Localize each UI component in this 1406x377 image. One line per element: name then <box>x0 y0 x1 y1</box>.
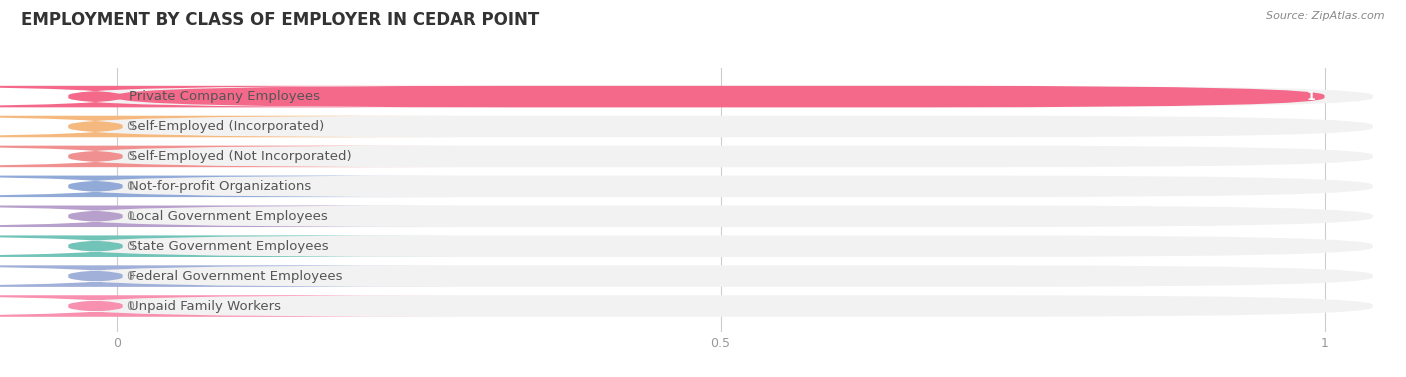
FancyBboxPatch shape <box>0 205 456 227</box>
Text: 0: 0 <box>127 120 135 133</box>
Text: Private Company Employees: Private Company Employees <box>129 90 319 103</box>
Text: 1: 1 <box>1306 90 1315 103</box>
Text: Federal Government Employees: Federal Government Employees <box>129 270 342 283</box>
Text: Self-Employed (Incorporated): Self-Employed (Incorporated) <box>129 120 323 133</box>
Text: Self-Employed (Not Incorporated): Self-Employed (Not Incorporated) <box>129 150 352 163</box>
Text: State Government Employees: State Government Employees <box>129 240 329 253</box>
FancyBboxPatch shape <box>0 146 456 167</box>
FancyBboxPatch shape <box>117 86 1324 107</box>
FancyBboxPatch shape <box>0 295 456 317</box>
Text: 0: 0 <box>127 180 135 193</box>
Text: 0: 0 <box>127 270 135 283</box>
Text: Local Government Employees: Local Government Employees <box>129 210 328 223</box>
Text: 0: 0 <box>127 300 135 313</box>
Text: Not-for-profit Organizations: Not-for-profit Organizations <box>129 180 311 193</box>
FancyBboxPatch shape <box>0 265 456 287</box>
FancyBboxPatch shape <box>69 86 1372 107</box>
Text: 0: 0 <box>127 150 135 163</box>
FancyBboxPatch shape <box>69 116 1372 137</box>
FancyBboxPatch shape <box>69 176 1372 197</box>
FancyBboxPatch shape <box>69 146 1372 167</box>
Text: 0: 0 <box>127 240 135 253</box>
Text: 0: 0 <box>127 210 135 223</box>
Text: Source: ZipAtlas.com: Source: ZipAtlas.com <box>1267 11 1385 21</box>
FancyBboxPatch shape <box>0 176 456 197</box>
Text: EMPLOYMENT BY CLASS OF EMPLOYER IN CEDAR POINT: EMPLOYMENT BY CLASS OF EMPLOYER IN CEDAR… <box>21 11 540 29</box>
FancyBboxPatch shape <box>69 295 1372 317</box>
FancyBboxPatch shape <box>0 116 456 137</box>
FancyBboxPatch shape <box>0 235 456 257</box>
FancyBboxPatch shape <box>69 205 1372 227</box>
FancyBboxPatch shape <box>69 265 1372 287</box>
FancyBboxPatch shape <box>69 235 1372 257</box>
FancyBboxPatch shape <box>0 86 456 107</box>
Text: Unpaid Family Workers: Unpaid Family Workers <box>129 300 281 313</box>
